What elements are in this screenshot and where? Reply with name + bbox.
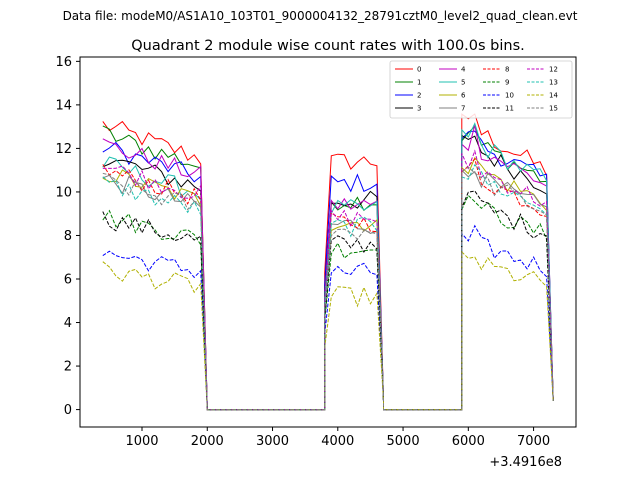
y-tick-label: 14 <box>55 98 72 113</box>
y-tick-label: 4 <box>64 316 72 331</box>
x-tick-label: 6000 <box>452 434 485 449</box>
y-tick-label: 16 <box>55 55 72 70</box>
legend-label-7: 7 <box>461 105 465 113</box>
legend-label-15: 15 <box>549 105 558 113</box>
data-file-header: Data file: modeM0/AS1A10_103T01_90000041… <box>63 9 578 23</box>
legend-label-6: 6 <box>461 92 466 100</box>
legend-label-10: 10 <box>505 92 514 100</box>
legend-label-2: 2 <box>417 92 421 100</box>
x-tick-label: 5000 <box>387 434 420 449</box>
legend-label-1: 1 <box>417 79 421 87</box>
series-line-13 <box>102 164 554 411</box>
legend-label-11: 11 <box>505 105 514 113</box>
series-line-15 <box>102 166 554 411</box>
legend-label-0: 0 <box>417 66 421 74</box>
x-tick-label: 1000 <box>125 434 158 449</box>
series-line-4 <box>102 125 554 411</box>
plot-frame <box>79 56 577 428</box>
y-tick-label: 0 <box>64 403 72 418</box>
legend-label-3: 3 <box>417 105 421 113</box>
y-tick-label: 12 <box>55 142 72 157</box>
series-line-10 <box>102 224 554 411</box>
legend-label-13: 13 <box>549 79 558 87</box>
series-line-9 <box>102 194 554 411</box>
chart-title: Quadrant 2 module wise count rates with … <box>131 38 525 54</box>
y-tick-label: 6 <box>64 273 72 288</box>
x-tick-label: 2000 <box>191 434 224 449</box>
x-offset-label: +3.4916e8 <box>489 455 562 470</box>
series-line-2 <box>102 130 554 411</box>
legend-label-5: 5 <box>461 79 465 87</box>
legend-label-9: 9 <box>505 79 509 87</box>
legend-label-4: 4 <box>461 66 466 74</box>
y-tick-label: 10 <box>55 185 72 200</box>
series-line-11 <box>102 190 554 411</box>
series-line-6 <box>102 156 554 411</box>
legend-label-14: 14 <box>549 92 558 100</box>
legend-box <box>389 60 573 119</box>
y-tick-label: 2 <box>64 360 72 375</box>
series-line-12 <box>102 149 554 411</box>
y-tick-label: 8 <box>64 229 72 244</box>
series-line-14 <box>102 250 554 411</box>
x-tick-label: 4000 <box>321 434 354 449</box>
series-layer <box>102 113 554 411</box>
x-tick-label: 3000 <box>256 434 289 449</box>
legend-label-12: 12 <box>549 66 558 74</box>
series-line-8 <box>102 157 554 411</box>
axes-layer: 1000 2000 3000 4000 5000 6000 7000024681012141… <box>55 55 577 449</box>
x-tick-label: 7000 <box>517 434 550 449</box>
legend-label-8: 8 <box>505 66 509 74</box>
